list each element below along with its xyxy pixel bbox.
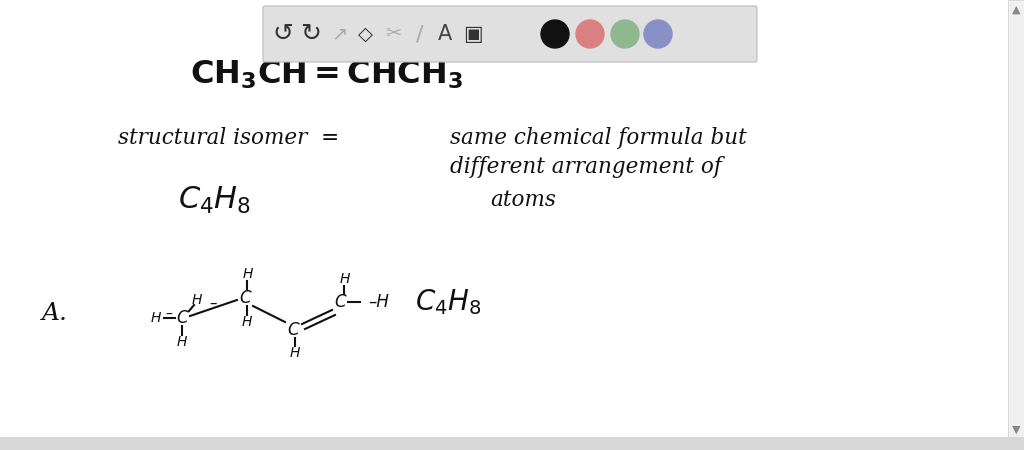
Text: $\mathit{C_4H_8}$: $\mathit{C_4H_8}$ (415, 287, 481, 317)
Bar (0, 437, 1024, 450)
Text: H: H (290, 346, 300, 360)
FancyBboxPatch shape (263, 6, 757, 62)
Text: A: A (438, 24, 453, 44)
Text: ↺: ↺ (272, 22, 294, 46)
Text: $\mathit{C_4H_8}$: $\mathit{C_4H_8}$ (178, 184, 251, 216)
Text: structural isomer  =: structural isomer = (118, 127, 339, 149)
Text: C: C (287, 321, 299, 339)
Text: ↻: ↻ (300, 22, 322, 46)
Text: –: – (205, 297, 222, 311)
Bar (1008, 0, 1024, 440)
Text: H: H (243, 267, 253, 281)
Circle shape (541, 20, 569, 48)
Text: H: H (191, 293, 202, 307)
Text: ▣: ▣ (463, 24, 483, 44)
Text: H: H (151, 311, 161, 325)
Text: H: H (242, 315, 252, 329)
Text: /: / (416, 24, 424, 44)
Text: –H: –H (368, 293, 389, 311)
Text: ◇: ◇ (357, 24, 373, 44)
Text: ✂: ✂ (385, 24, 401, 44)
Circle shape (575, 20, 604, 48)
Text: A.: A. (42, 302, 68, 324)
Text: different arrangement of: different arrangement of (450, 156, 722, 178)
Text: C: C (334, 293, 346, 311)
Text: C: C (176, 309, 187, 327)
Text: $\mathbf{CH_3CH = CHCH_3}$: $\mathbf{CH_3CH = CHCH_3}$ (190, 59, 463, 91)
Circle shape (611, 20, 639, 48)
Circle shape (644, 20, 672, 48)
Text: atoms: atoms (490, 189, 556, 211)
Text: ▲: ▲ (1012, 5, 1020, 15)
Text: ▼: ▼ (1012, 425, 1020, 435)
Text: ↗: ↗ (331, 24, 347, 44)
Text: C: C (240, 289, 251, 307)
Text: H: H (177, 335, 187, 349)
Text: –: – (166, 308, 172, 322)
Text: H: H (340, 272, 350, 286)
Text: same chemical formula but: same chemical formula but (450, 127, 746, 149)
